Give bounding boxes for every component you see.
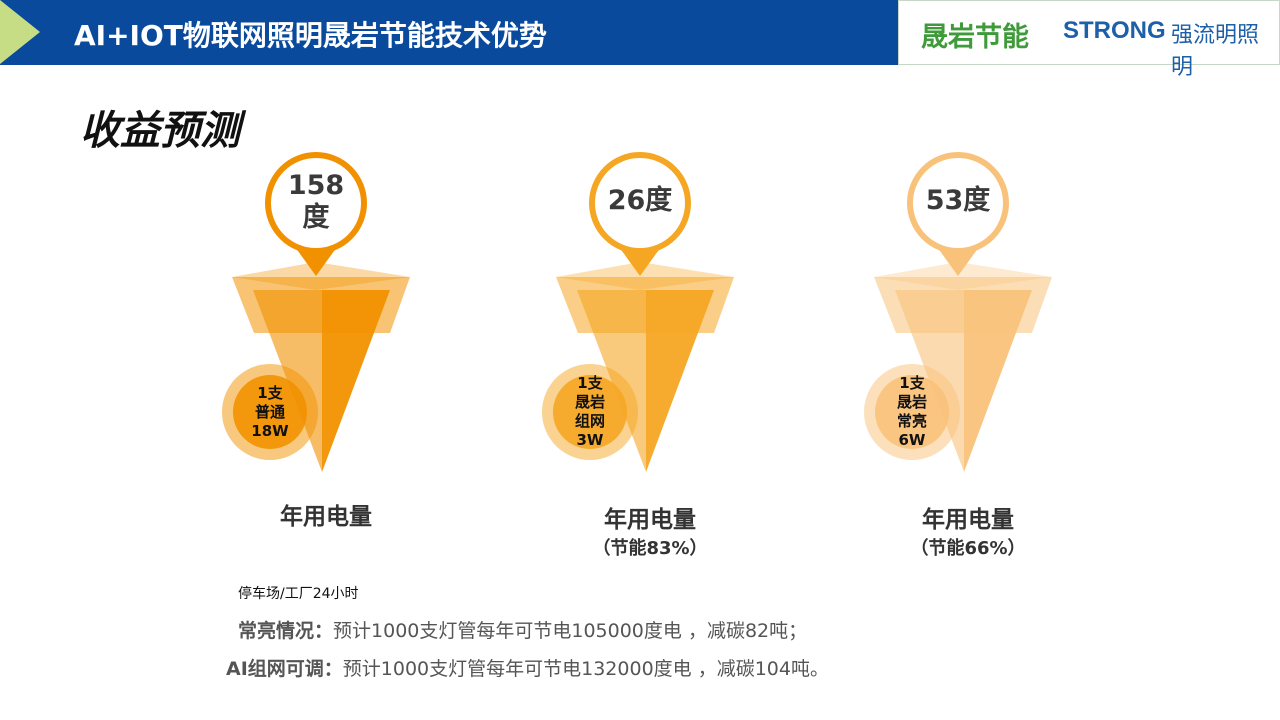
header-bar: AI+IOT物联网照明晟岩节能技术优势 <box>0 0 898 65</box>
lamp-spec: 1支 普通 18W <box>251 383 289 440</box>
note-line-2: AI组网可调：预计1000支灯管每年可节电132000度电 ，减碳104吨。 <box>226 658 829 680</box>
cone-right <box>964 290 1032 472</box>
funnel-2 <box>542 152 734 472</box>
annual-usage-label: 年用电量 （节能83%） <box>592 507 708 559</box>
lamp-circle-inner <box>875 375 949 449</box>
lamp-circle-inner <box>233 375 307 449</box>
annual-usage-label: 年用电量 <box>280 504 372 530</box>
lamp-circle-inner <box>553 375 627 449</box>
lamp-spec: 1支 晟岩 常亮 6W <box>896 374 927 449</box>
chevron-decoration <box>0 0 40 64</box>
page-title: AI+IOT物联网照明晟岩节能技术优势 <box>74 19 547 52</box>
energy-value: 53度 <box>925 185 991 216</box>
funnel-1 <box>222 152 410 472</box>
logo-brand-tag: 强流明照明 <box>1171 23 1260 80</box>
energy-value: 26度 <box>607 185 673 216</box>
cone-right <box>322 290 390 472</box>
lamp-spec: 1支 晟岩 组网 3W <box>574 374 605 449</box>
logo-brand-en: STRONG <box>1063 17 1166 44</box>
energy-value: 158 度 <box>287 170 345 233</box>
pin-circle <box>907 152 1009 254</box>
annual-usage-label: 年用电量 （节能66%） <box>910 507 1026 559</box>
scenario-note: 停车场/工厂24小时 <box>238 586 359 602</box>
pin-circle <box>265 152 367 254</box>
note-line-1: 常亮情况：预计1000支灯管每年可节电105000度电 ，减碳82吨； <box>238 620 808 642</box>
pin-circle <box>589 152 691 254</box>
funnel-3 <box>864 152 1052 472</box>
logo-brand-cn: 晟岩节能 <box>921 22 1029 53</box>
section-title: 收益预测 <box>80 108 240 154</box>
cone-right <box>646 290 714 472</box>
